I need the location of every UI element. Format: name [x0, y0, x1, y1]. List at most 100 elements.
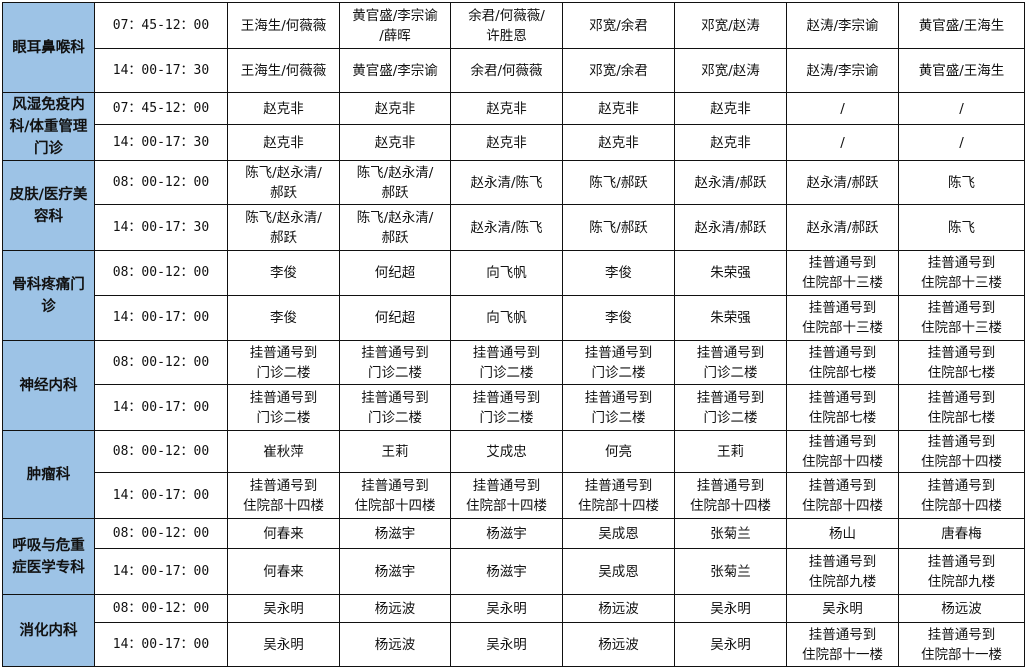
- time-slot: 07：45-12：00: [94, 2, 228, 49]
- time-slot: 08：00-12：00: [94, 250, 228, 296]
- time-slot: 08：00-12：00: [94, 594, 228, 623]
- schedule-row: 14：00-17：00 李俊 何纪超 向飞帆 李俊 朱荣强 挂普通号到 住院部十三楼 挂普通号…: [3, 295, 1025, 341]
- doctor-cell: 杨远波: [898, 594, 1025, 623]
- doctor-cell: 挂普通号到 住院部七楼: [898, 340, 1025, 385]
- schedule-row: 14：00-17：00 挂普通号到 住院部十四楼 挂普通号到 住院部十四楼 挂普通号到…: [3, 472, 1025, 519]
- doctor-cell: 陈飞/郝跃: [562, 160, 675, 205]
- doctor-cell: 邓宽/余君: [562, 48, 675, 93]
- doctor-cell: 吴永明: [227, 594, 340, 623]
- doctor-cell: 赵永清/郝跃: [674, 204, 787, 251]
- doctor-cell: 挂普通号到 住院部十四楼: [898, 430, 1025, 473]
- doctor-cell: 赵永清/陈飞: [450, 204, 563, 251]
- doctor-cell: 赵涛/李宗谕: [786, 48, 899, 93]
- doctor-cell: 李俊: [227, 295, 340, 341]
- doctor-cell: 挂普通号到 住院部十四楼: [898, 472, 1025, 519]
- doctor-cell: 何纪超: [339, 295, 451, 341]
- doctor-cell: 挂普通号到 住院部十四楼: [562, 472, 675, 519]
- doctor-cell: 王海生/何薇薇: [227, 2, 340, 49]
- doctor-cell: 赵克非: [674, 124, 787, 161]
- doctor-cell: 挂普通号到 门诊二楼: [450, 340, 563, 385]
- doctor-cell: 赵克非: [227, 92, 340, 125]
- schedule-row: 消化内科 08：00-12：00 吴永明 杨远波 吴永明 杨远波 吴永明 吴永明 杨远波: [2, 594, 1025, 667]
- schedule-row: 14：00-17：00 挂普通号到 门诊二楼 挂普通号到 门诊二楼 挂普通号到 门诊二…: [3, 384, 1025, 431]
- doctor-cell: 杨滋宇: [339, 518, 451, 549]
- schedule-row: 神经内科 08：00-12：00 挂普通号到 门诊二楼 挂普通号到 门诊二楼 挂普通号到…: [2, 340, 1025, 431]
- department-name: 消化内科: [2, 594, 95, 667]
- doctor-cell: 挂普通号到 门诊二楼: [227, 384, 340, 431]
- doctor-cell: 艾成忠: [450, 430, 563, 473]
- schedule-row: 14：00-17：30 陈飞/赵永清/ 郝跃 陈飞/赵永清/ 郝跃 赵永清/陈飞 陈飞/…: [3, 204, 1025, 251]
- schedule-row: 皮肤/医疗美容科 08：00-12：00 陈飞/赵永清/ 郝跃 陈飞/赵永清/ 郝跃赵…: [2, 160, 1025, 251]
- time-slot: 14：00-17：30: [94, 48, 228, 93]
- doctor-cell: 赵克非: [450, 124, 563, 161]
- doctor-cell: 赵永清/郝跃: [674, 160, 787, 205]
- doctor-cell: 赵克非: [562, 92, 675, 125]
- doctor-cell: 挂普通号到 住院部十一楼: [786, 622, 899, 667]
- doctor-cell: 余君/何薇薇: [450, 48, 563, 93]
- time-slot: 14：00-17：00: [94, 472, 228, 519]
- doctor-cell: 挂普通号到 住院部十四楼: [786, 430, 899, 473]
- schedule-row: 风湿免疫内科/体重管理门诊 07：45-12：00 赵克非 赵克非 赵克非 赵克非 赵克非 /…: [2, 92, 1025, 161]
- department-name: 骨科疼痛门诊: [2, 250, 95, 341]
- doctor-cell: 陈飞/赵永清/ 郝跃: [339, 204, 451, 251]
- doctor-cell: 赵克非: [339, 124, 451, 161]
- doctor-cell: 李俊: [227, 250, 340, 296]
- doctor-cell: 挂普通号到 住院部七楼: [786, 340, 899, 385]
- doctor-cell: 王莉: [674, 430, 787, 473]
- doctor-cell: 余君/何薇薇/ 许胜恩: [450, 2, 563, 49]
- doctor-cell: 陈飞: [898, 204, 1025, 251]
- doctor-cell: 杨远波: [339, 594, 451, 623]
- doctor-cell: 挂普通号到 门诊二楼: [450, 384, 563, 431]
- doctor-cell: 挂普通号到 住院部七楼: [786, 384, 899, 431]
- doctor-cell: 邓宽/赵涛: [674, 48, 787, 93]
- doctor-cell: 挂普通号到 住院部九楼: [898, 548, 1025, 595]
- doctor-cell: 赵克非: [227, 124, 340, 161]
- department-name: 眼耳鼻喉科: [2, 2, 95, 93]
- doctor-cell: 何纪超: [339, 250, 451, 296]
- doctor-cell: 挂普通号到 住院部七楼: [898, 384, 1025, 431]
- doctor-cell: 赵永清/陈飞: [450, 160, 563, 205]
- doctor-cell: 挂普通号到 住院部十三楼: [898, 295, 1025, 341]
- doctor-cell: 挂普通号到 住院部十四楼: [450, 472, 563, 519]
- doctor-cell: 黄官盛/王海生: [898, 2, 1025, 49]
- schedule-row: 呼吸与危重症医学专科 08：00-12：00 何春来 杨滋宇 杨滋宇 吴成恩 张菊兰 杨山 唐春…: [2, 518, 1025, 595]
- doctor-cell: 挂普通号到 住院部十四楼: [674, 472, 787, 519]
- time-slot: 14：00-17：00: [94, 548, 228, 595]
- doctor-cell: 邓宽/余君: [562, 2, 675, 49]
- doctor-cell: 李俊: [562, 250, 675, 296]
- department-name: 风湿免疫内科/体重管理门诊: [2, 92, 95, 161]
- doctor-cell: 吴永明: [674, 594, 787, 623]
- doctor-cell: 何春来: [227, 548, 340, 595]
- doctor-cell: 杨滋宇: [339, 548, 451, 595]
- doctor-cell: 挂普通号到 住院部十三楼: [786, 295, 899, 341]
- doctor-cell: 吴永明: [227, 622, 340, 667]
- doctor-cell: 黄官盛/李宗谕 /薛晖: [339, 2, 451, 49]
- schedule-row: 骨科疼痛门诊 08：00-12：00 李俊 何纪超 向飞帆 李俊 朱荣强 挂普通号到 住院部十…: [2, 250, 1025, 341]
- doctor-cell: 挂普通号到 门诊二楼: [562, 340, 675, 385]
- doctor-cell: 赵克非: [339, 92, 451, 125]
- doctor-cell: 邓宽/赵涛: [674, 2, 787, 49]
- time-slot: 14：00-17：30: [94, 124, 228, 161]
- doctor-cell: 陈飞/郝跃: [562, 204, 675, 251]
- doctor-cell: /: [786, 124, 899, 161]
- doctor-cell: 赵克非: [674, 92, 787, 125]
- doctor-cell: 张菊兰: [674, 518, 787, 549]
- doctor-cell: 挂普通号到 住院部十四楼: [339, 472, 451, 519]
- doctor-cell: 朱荣强: [674, 295, 787, 341]
- doctor-cell: 向飞帆: [450, 250, 563, 296]
- doctor-cell: 挂普通号到 住院部十一楼: [898, 622, 1025, 667]
- doctor-cell: 赵克非: [562, 124, 675, 161]
- schedule-row: 眼耳鼻喉科 07：45-12：00 王海生/何薇薇 黄官盛/李宗谕 /薛晖 余君/何薇薇…: [2, 2, 1025, 93]
- doctor-cell: 黄官盛/王海生: [898, 48, 1025, 93]
- doctor-cell: /: [898, 124, 1025, 161]
- doctor-cell: 杨山: [786, 518, 899, 549]
- doctor-cell: 王莉: [339, 430, 451, 473]
- schedule-row: 14：00-17：30 王海生/何薇薇 黄官盛/李宗谕 余君/何薇薇 邓宽/余君 邓宽/赵…: [3, 48, 1025, 93]
- doctor-cell: 陈飞/赵永清/ 郝跃: [227, 204, 340, 251]
- doctor-cell: 向飞帆: [450, 295, 563, 341]
- doctor-cell: 吴永明: [450, 622, 563, 667]
- doctor-cell: 挂普通号到 门诊二楼: [339, 384, 451, 431]
- doctor-cell: 赵克非: [450, 92, 563, 125]
- doctor-cell: 挂普通号到 住院部十四楼: [227, 472, 340, 519]
- doctor-cell: 赵涛/李宗谕: [786, 2, 899, 49]
